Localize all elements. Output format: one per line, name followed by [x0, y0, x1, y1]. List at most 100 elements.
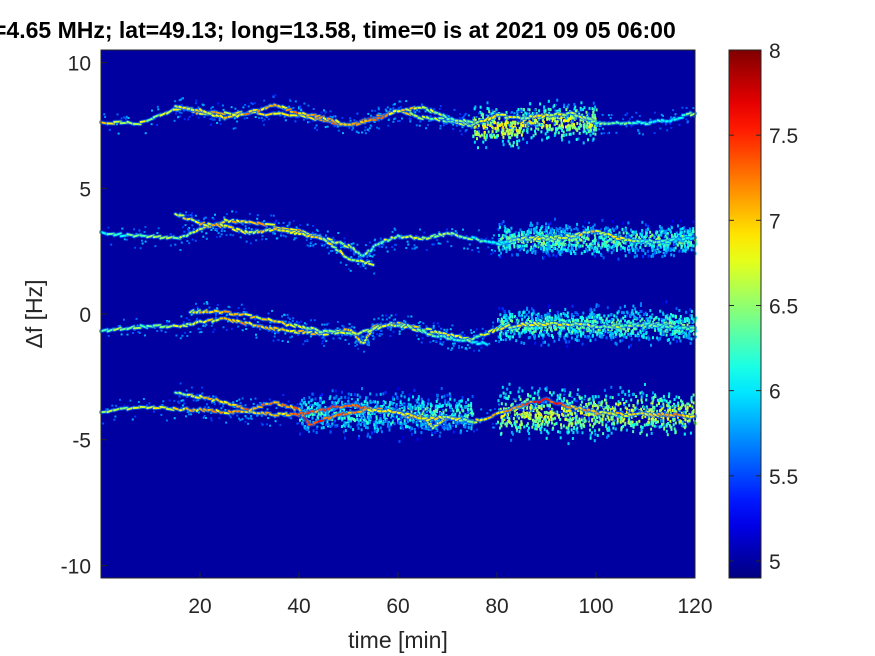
halo-speckle	[450, 245, 453, 248]
speckle	[612, 336, 615, 339]
halo-speckle	[329, 110, 332, 113]
speckle	[545, 230, 548, 234]
speckle	[334, 396, 337, 400]
speckle	[330, 408, 332, 412]
speckle	[501, 128, 504, 132]
speckle	[508, 420, 511, 424]
speckle	[537, 420, 540, 423]
speckle	[543, 110, 546, 113]
speckle	[387, 425, 390, 429]
speckle	[657, 243, 660, 247]
halo-speckle	[686, 120, 689, 123]
speckle	[511, 402, 514, 406]
speckle	[527, 398, 529, 402]
speckle	[608, 228, 611, 232]
speckle	[624, 392, 627, 396]
speckle	[501, 122, 504, 126]
speckle	[483, 130, 486, 134]
halo-speckle	[188, 242, 191, 245]
speckle	[547, 223, 550, 227]
speckle	[647, 420, 650, 424]
halo-speckle	[187, 118, 190, 121]
halo-speckle	[602, 127, 605, 130]
halo-speckle	[295, 226, 298, 229]
halo-speckle	[644, 243, 647, 246]
speckle	[643, 423, 646, 427]
speckle	[611, 220, 614, 223]
speckle	[508, 382, 511, 386]
speckle	[553, 326, 556, 329]
halo-speckle	[348, 126, 351, 129]
speckle	[479, 134, 482, 138]
halo-speckle	[321, 323, 324, 326]
halo-speckle	[412, 110, 415, 113]
speckle	[311, 392, 314, 396]
halo-speckle	[326, 323, 328, 326]
speckle	[508, 244, 511, 248]
halo-speckle	[464, 113, 466, 116]
speckle	[644, 223, 647, 227]
speckle	[340, 416, 342, 420]
speckle	[571, 304, 574, 308]
speckle	[407, 406, 410, 410]
speckle	[593, 223, 596, 227]
speckle	[455, 424, 457, 428]
halo-speckle	[327, 322, 330, 325]
speckle	[636, 317, 639, 321]
halo-speckle	[214, 227, 217, 230]
speckle	[366, 401, 369, 405]
speckle	[539, 102, 542, 106]
speckle	[641, 317, 644, 321]
speckle	[310, 406, 313, 410]
speckle	[552, 116, 555, 120]
speckle	[666, 317, 669, 321]
halo-speckle	[333, 238, 336, 241]
speckle	[561, 250, 564, 254]
halo-speckle	[505, 248, 508, 251]
halo-speckle	[156, 124, 159, 127]
speckle	[500, 251, 502, 255]
speckle	[577, 235, 580, 239]
speckle	[565, 340, 568, 344]
speckle	[527, 426, 530, 430]
speckle	[505, 129, 508, 133]
speckle	[465, 401, 467, 404]
speckle	[621, 227, 624, 231]
speckle	[605, 226, 608, 230]
speckle	[515, 134, 518, 138]
speckle	[508, 417, 511, 421]
speckle	[569, 421, 572, 425]
speckle	[513, 328, 516, 332]
speckle	[501, 418, 504, 422]
halo-speckle	[492, 251, 494, 254]
halo-speckle	[197, 106, 200, 109]
halo-speckle	[546, 243, 549, 246]
speckle	[666, 338, 669, 342]
speckle	[677, 401, 680, 405]
speckle	[412, 395, 414, 399]
speckle	[687, 333, 690, 337]
speckle	[588, 246, 591, 250]
speckle	[569, 401, 571, 405]
speckle	[566, 403, 569, 407]
speckle	[513, 241, 516, 244]
speckle	[647, 410, 650, 413]
halo-speckle	[524, 121, 527, 124]
speckle	[455, 404, 458, 408]
speckle	[421, 401, 424, 405]
halo-speckle	[382, 243, 385, 246]
speckle	[622, 231, 625, 235]
speckle	[526, 129, 529, 133]
speckle	[561, 412, 564, 416]
speckle	[669, 405, 672, 409]
halo-speckle	[120, 333, 123, 336]
speckle	[358, 435, 360, 439]
halo-speckle	[647, 244, 650, 247]
speckle	[588, 397, 591, 401]
speckle	[446, 393, 449, 397]
speckle	[470, 425, 473, 429]
speckle	[522, 409, 525, 413]
speckle	[690, 395, 693, 399]
halo-speckle	[393, 248, 396, 251]
speckle	[674, 331, 677, 335]
